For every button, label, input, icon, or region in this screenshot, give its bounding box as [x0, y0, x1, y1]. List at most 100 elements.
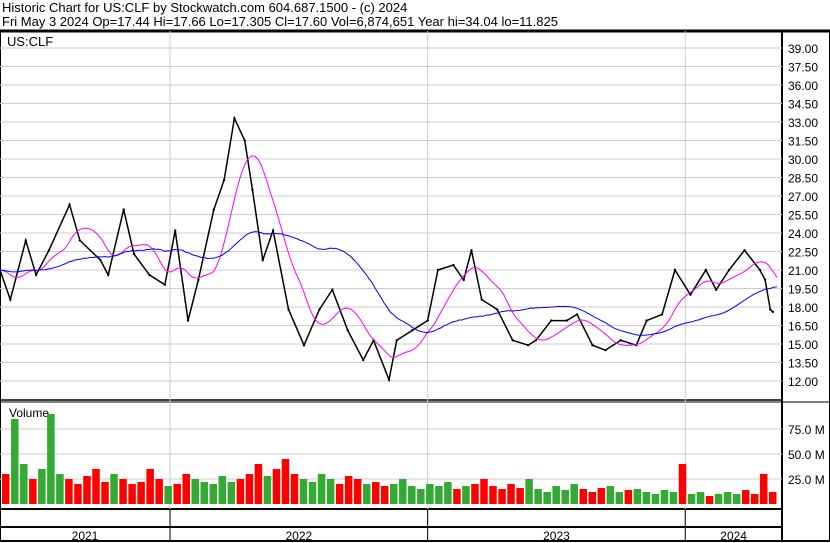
chart-frame — [0, 30, 830, 542]
volume-bar — [137, 482, 145, 504]
price-tick-label: 24.00 — [788, 227, 818, 241]
price-point — [604, 348, 607, 352]
volume-bar — [561, 490, 569, 504]
volume-bar — [227, 482, 236, 504]
volume-bar — [588, 492, 597, 504]
volume-bar — [552, 486, 560, 504]
volume-tick-label: 25.0 M — [788, 473, 825, 487]
volume-bar — [362, 484, 371, 504]
price-line — [0, 115, 774, 383]
price-point — [287, 308, 290, 311]
volume-bar — [462, 486, 470, 504]
price-tick-label: 18.00 — [788, 301, 818, 315]
volume-bar — [651, 494, 660, 504]
year-label: 2022 — [285, 529, 312, 543]
volume-bar — [146, 469, 154, 504]
volume-bar — [20, 464, 28, 504]
volume-bar — [236, 479, 245, 504]
price-point — [410, 329, 414, 332]
volume-bar — [471, 484, 479, 504]
volume-bar — [669, 492, 678, 504]
volume-bar — [191, 479, 200, 504]
year-label: 2023 — [543, 529, 570, 543]
volume-bar — [426, 484, 434, 504]
volume-bar — [344, 476, 353, 504]
price-tick-label: 27.00 — [788, 190, 818, 204]
volume-bar — [741, 490, 750, 504]
short-moving-average-line — [0, 155, 778, 358]
price-point — [480, 298, 483, 301]
quote-line: Fri May 3 2024 Op=17.44 Hi=17.66 Lo=17.3… — [2, 14, 558, 29]
volume-bar — [516, 488, 524, 504]
volume-bar — [2, 474, 10, 504]
volume-label: Volume — [9, 406, 49, 420]
price-point — [222, 178, 226, 182]
price-point — [673, 268, 677, 272]
price-point — [251, 188, 254, 192]
volume-bar — [371, 482, 380, 504]
volume-bar — [83, 476, 91, 504]
price-tick-label: 19.50 — [788, 283, 818, 297]
volume-bar — [164, 486, 172, 504]
price-point — [68, 203, 71, 206]
volume-bar — [570, 484, 578, 504]
volume-bar — [615, 492, 624, 504]
volume-bar — [263, 476, 272, 504]
price-point — [243, 139, 246, 142]
price-point — [387, 378, 391, 381]
volume-bar — [173, 484, 181, 504]
volume-bar — [47, 414, 55, 504]
price-point — [495, 308, 499, 311]
volume-bar — [579, 489, 588, 504]
volume-bar — [705, 496, 714, 504]
price-tick-label: 34.50 — [788, 98, 818, 112]
volume-bar — [759, 474, 768, 504]
price-point — [47, 249, 51, 252]
price-point — [452, 263, 455, 267]
price-point — [727, 268, 731, 272]
price-point — [302, 344, 306, 347]
volume-bar — [687, 494, 696, 504]
price-point — [575, 313, 579, 316]
price-point — [550, 319, 553, 322]
price-point — [689, 293, 692, 296]
volume-bar — [435, 486, 443, 504]
price-point — [331, 288, 334, 291]
price-point — [619, 339, 623, 342]
volume-bar — [29, 479, 37, 504]
price-point — [426, 319, 429, 322]
price-point — [645, 319, 648, 322]
year-label: 2021 — [72, 529, 99, 543]
volume-bar — [498, 489, 506, 504]
volume-bar — [353, 479, 362, 504]
price-tick-label: 37.50 — [788, 61, 818, 75]
price-point — [534, 339, 538, 342]
long-moving-average-line — [0, 231, 778, 336]
volume-bar — [254, 464, 263, 504]
volume-bar — [326, 479, 335, 504]
price-tick-label: 25.50 — [788, 209, 818, 223]
volume-bar — [218, 476, 227, 504]
price-point — [395, 339, 398, 342]
volume-bar — [696, 492, 705, 504]
volume-bar — [525, 479, 533, 504]
volume-bar — [723, 492, 732, 504]
symbol-label: US:CLF — [7, 34, 53, 49]
volume-bar — [624, 490, 633, 504]
price-point — [565, 319, 568, 322]
volume-bar — [110, 474, 118, 504]
price-point — [771, 310, 775, 314]
price-point — [9, 298, 12, 301]
volume-bar — [480, 479, 488, 504]
volume-bar — [290, 474, 299, 504]
chart-title: Historic Chart for US:CLF by Stockwatch.… — [2, 0, 408, 15]
volume-bar — [155, 479, 163, 504]
volume-bar — [128, 484, 136, 504]
price-tick-label: 15.00 — [788, 338, 818, 352]
volume-bar — [507, 484, 515, 504]
volume-bar — [606, 486, 615, 504]
price-tick-label: 36.00 — [788, 79, 818, 93]
volume-bar — [245, 474, 254, 504]
volume-bar — [308, 482, 317, 504]
price-point — [346, 329, 349, 332]
